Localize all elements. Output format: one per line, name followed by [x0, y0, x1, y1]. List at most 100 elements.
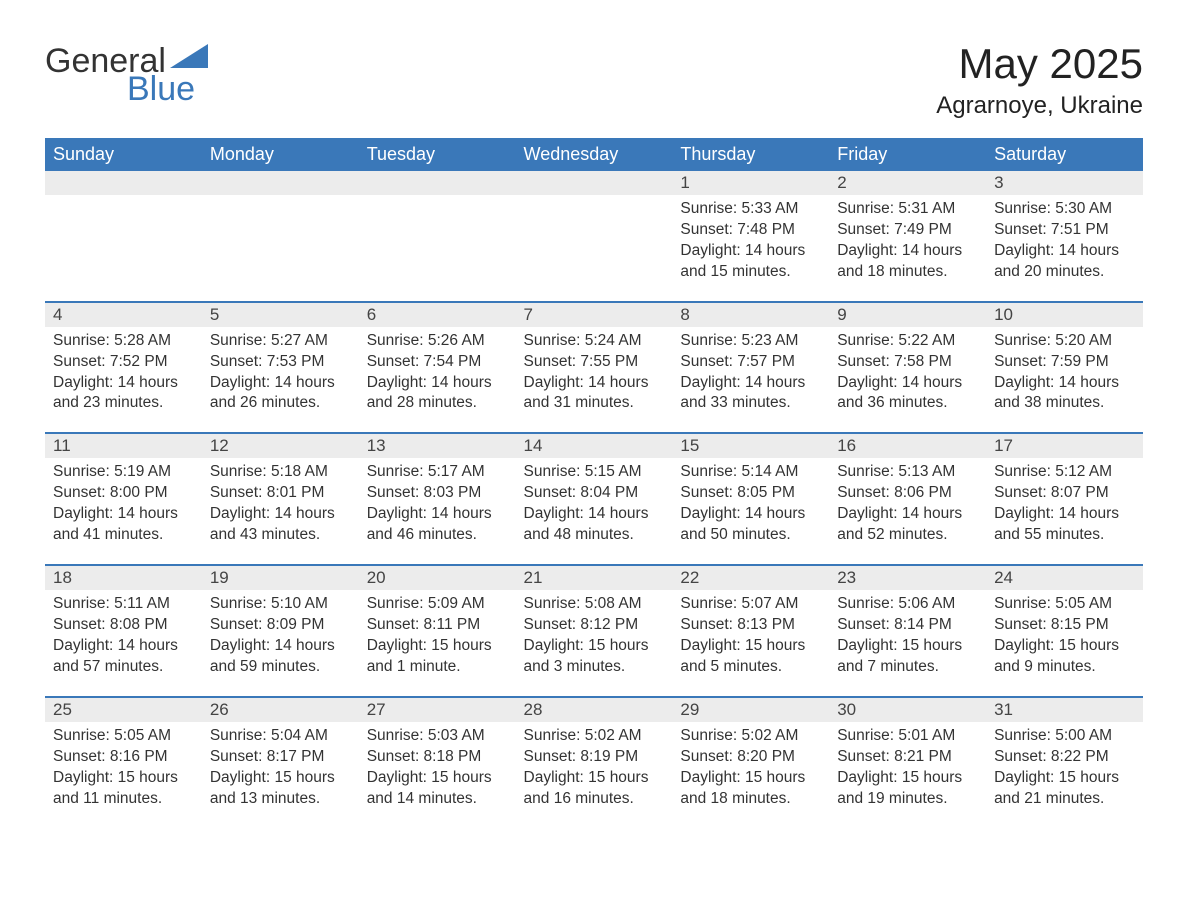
daylight-line: Daylight: 15 hours and 16 minutes.: [524, 768, 665, 810]
day-details-cell: Sunrise: 5:06 AMSunset: 8:14 PMDaylight:…: [829, 590, 986, 697]
sunset-line: Sunset: 8:18 PM: [367, 747, 508, 768]
day-details-cell: Sunrise: 5:30 AMSunset: 7:51 PMDaylight:…: [986, 195, 1143, 302]
sunrise-line: Sunrise: 5:05 AM: [994, 594, 1135, 615]
day-details-cell: Sunrise: 5:23 AMSunset: 7:57 PMDaylight:…: [672, 327, 829, 434]
sunset-line: Sunset: 8:05 PM: [680, 483, 821, 504]
sunset-line: Sunset: 7:51 PM: [994, 220, 1135, 241]
day-details-cell: Sunrise: 5:03 AMSunset: 8:18 PMDaylight:…: [359, 722, 516, 828]
sunrise-line: Sunrise: 5:31 AM: [837, 199, 978, 220]
daylight-line: Daylight: 14 hours and 48 minutes.: [524, 504, 665, 546]
week-number-row: 11121314151617: [45, 433, 1143, 458]
sunset-line: Sunset: 7:52 PM: [53, 352, 194, 373]
daylight-line: Daylight: 14 hours and 43 minutes.: [210, 504, 351, 546]
day-number-cell: 22: [672, 565, 829, 590]
daylight-line: Daylight: 15 hours and 11 minutes.: [53, 768, 194, 810]
sunset-line: Sunset: 7:53 PM: [210, 352, 351, 373]
day-details-cell: [45, 195, 202, 302]
sunrise-line: Sunrise: 5:12 AM: [994, 462, 1135, 483]
day-header: Monday: [202, 138, 359, 171]
page-header: General Blue May 2025 Agrarnoye, Ukraine: [45, 40, 1143, 120]
day-details-cell: Sunrise: 5:19 AMSunset: 8:00 PMDaylight:…: [45, 458, 202, 565]
sunrise-line: Sunrise: 5:23 AM: [680, 331, 821, 352]
week-details-row: Sunrise: 5:11 AMSunset: 8:08 PMDaylight:…: [45, 590, 1143, 697]
sunset-line: Sunset: 8:00 PM: [53, 483, 194, 504]
sunset-line: Sunset: 8:15 PM: [994, 615, 1135, 636]
sunset-line: Sunset: 7:59 PM: [994, 352, 1135, 373]
sunset-line: Sunset: 8:06 PM: [837, 483, 978, 504]
sunrise-line: Sunrise: 5:33 AM: [680, 199, 821, 220]
daylight-line: Daylight: 14 hours and 20 minutes.: [994, 241, 1135, 283]
sunrise-line: Sunrise: 5:15 AM: [524, 462, 665, 483]
day-details-cell: Sunrise: 5:17 AMSunset: 8:03 PMDaylight:…: [359, 458, 516, 565]
sunrise-line: Sunrise: 5:10 AM: [210, 594, 351, 615]
day-details-cell: Sunrise: 5:10 AMSunset: 8:09 PMDaylight:…: [202, 590, 359, 697]
day-number-cell: [45, 171, 202, 195]
sunrise-line: Sunrise: 5:05 AM: [53, 726, 194, 747]
sunrise-line: Sunrise: 5:26 AM: [367, 331, 508, 352]
sunset-line: Sunset: 8:12 PM: [524, 615, 665, 636]
day-number-cell: 2: [829, 171, 986, 195]
daylight-line: Daylight: 14 hours and 23 minutes.: [53, 373, 194, 415]
sunset-line: Sunset: 8:09 PM: [210, 615, 351, 636]
day-details-cell: [516, 195, 673, 302]
daylight-line: Daylight: 14 hours and 59 minutes.: [210, 636, 351, 678]
daylight-line: Daylight: 14 hours and 18 minutes.: [837, 241, 978, 283]
day-number-cell: 18: [45, 565, 202, 590]
sunset-line: Sunset: 8:07 PM: [994, 483, 1135, 504]
sunrise-line: Sunrise: 5:04 AM: [210, 726, 351, 747]
sunrise-line: Sunrise: 5:06 AM: [837, 594, 978, 615]
sunrise-line: Sunrise: 5:17 AM: [367, 462, 508, 483]
sunrise-line: Sunrise: 5:11 AM: [53, 594, 194, 615]
day-details-cell: Sunrise: 5:02 AMSunset: 8:19 PMDaylight:…: [516, 722, 673, 828]
day-number-cell: 11: [45, 433, 202, 458]
day-header: Friday: [829, 138, 986, 171]
day-header: Saturday: [986, 138, 1143, 171]
day-number-cell: 4: [45, 302, 202, 327]
sunset-line: Sunset: 7:55 PM: [524, 352, 665, 373]
day-number-cell: 13: [359, 433, 516, 458]
day-number-cell: 6: [359, 302, 516, 327]
daylight-line: Daylight: 14 hours and 57 minutes.: [53, 636, 194, 678]
day-number-cell: 29: [672, 697, 829, 722]
logo-triangle-icon: [170, 40, 208, 74]
daylight-line: Daylight: 14 hours and 15 minutes.: [680, 241, 821, 283]
sunrise-line: Sunrise: 5:02 AM: [680, 726, 821, 747]
day-number-cell: 9: [829, 302, 986, 327]
day-details-cell: [202, 195, 359, 302]
daylight-line: Daylight: 14 hours and 50 minutes.: [680, 504, 821, 546]
sunrise-line: Sunrise: 5:30 AM: [994, 199, 1135, 220]
day-details-cell: Sunrise: 5:20 AMSunset: 7:59 PMDaylight:…: [986, 327, 1143, 434]
day-number-cell: 26: [202, 697, 359, 722]
day-number-cell: 7: [516, 302, 673, 327]
day-header: Wednesday: [516, 138, 673, 171]
day-details-cell: Sunrise: 5:08 AMSunset: 8:12 PMDaylight:…: [516, 590, 673, 697]
day-details-cell: Sunrise: 5:04 AMSunset: 8:17 PMDaylight:…: [202, 722, 359, 828]
day-number-cell: 5: [202, 302, 359, 327]
week-number-row: 45678910: [45, 302, 1143, 327]
location: Agrarnoye, Ukraine: [936, 92, 1143, 120]
sunrise-line: Sunrise: 5:00 AM: [994, 726, 1135, 747]
day-details-cell: Sunrise: 5:31 AMSunset: 7:49 PMDaylight:…: [829, 195, 986, 302]
daylight-line: Daylight: 15 hours and 14 minutes.: [367, 768, 508, 810]
day-details-cell: Sunrise: 5:28 AMSunset: 7:52 PMDaylight:…: [45, 327, 202, 434]
day-details-cell: Sunrise: 5:18 AMSunset: 8:01 PMDaylight:…: [202, 458, 359, 565]
sunrise-line: Sunrise: 5:24 AM: [524, 331, 665, 352]
sunrise-line: Sunrise: 5:09 AM: [367, 594, 508, 615]
sunset-line: Sunset: 8:22 PM: [994, 747, 1135, 768]
day-number-cell: 14: [516, 433, 673, 458]
daylight-line: Daylight: 15 hours and 3 minutes.: [524, 636, 665, 678]
logo: General Blue: [45, 40, 208, 106]
sunrise-line: Sunrise: 5:03 AM: [367, 726, 508, 747]
daylight-line: Daylight: 14 hours and 41 minutes.: [53, 504, 194, 546]
day-details-cell: Sunrise: 5:22 AMSunset: 7:58 PMDaylight:…: [829, 327, 986, 434]
calendar-table: SundayMondayTuesdayWednesdayThursdayFrid…: [45, 138, 1143, 827]
day-details-cell: [359, 195, 516, 302]
day-details-cell: Sunrise: 5:05 AMSunset: 8:15 PMDaylight:…: [986, 590, 1143, 697]
day-details-cell: Sunrise: 5:01 AMSunset: 8:21 PMDaylight:…: [829, 722, 986, 828]
logo-word2: Blue: [127, 72, 195, 106]
sunset-line: Sunset: 8:17 PM: [210, 747, 351, 768]
daylight-line: Daylight: 14 hours and 36 minutes.: [837, 373, 978, 415]
sunrise-line: Sunrise: 5:20 AM: [994, 331, 1135, 352]
sunrise-line: Sunrise: 5:01 AM: [837, 726, 978, 747]
daylight-line: Daylight: 15 hours and 21 minutes.: [994, 768, 1135, 810]
